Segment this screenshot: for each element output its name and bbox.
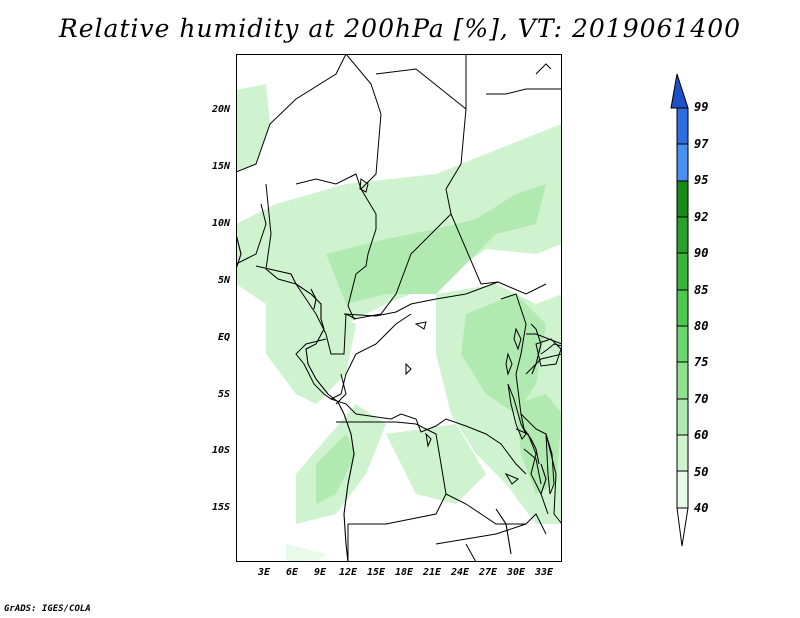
lon-label-12e: 12E [338,567,358,578]
colorbar-box-80-85 [676,289,689,327]
lat-label-5s: 5S [217,389,230,400]
inland-water-3 [425,432,432,448]
lon-label-21e: 21E [422,567,442,578]
colorbar-box-97-99 [676,107,689,145]
lon-label-15e: 15E [366,567,386,578]
colorbar-triangle-top [670,73,689,109]
coastline [236,233,547,562]
colorbar-label-95: 95 [694,173,709,187]
lon-label-30e: 30E [506,567,526,578]
lat-label-5n: 5N [217,275,230,286]
colorbar-box-95-97 [676,143,689,182]
colorbar-label-97: 97 [694,137,709,151]
colorbar-label-75: 75 [694,355,709,369]
colorbar-box-90-92 [676,216,689,254]
colorbar-box-40-50 [676,470,689,509]
colorbar-label-99: 99 [694,100,709,114]
humidity-region-gabon [266,304,356,404]
lon-label-24e: 24E [450,567,470,578]
inland-water-2 [405,362,412,376]
inland-water-4 [504,472,519,485]
lake-albert [513,327,522,351]
colorbar-box-85-90 [676,252,689,291]
colorbar-box-70-75 [676,361,689,400]
lon-label-6e: 6E [285,567,299,578]
humidity-patch-central [326,184,546,304]
humidity-region-zambia [386,424,486,504]
colorbar-label-50: 50 [694,465,709,479]
map-plot-area [236,54,562,562]
colorbar-box-92-95 [676,180,689,218]
humidity-shading [236,84,562,562]
map-frame [236,54,562,562]
lake-kivu [505,352,513,376]
humidity-region-west-africa [236,84,270,172]
colorbar-box-50-60 [676,434,689,472]
colorbar-label-92: 92 [694,210,709,224]
map-title: Relative humidity at 200hPa [%], VT: 201… [58,14,742,43]
lake-victoria [535,338,562,367]
humidity-patch-south [316,434,356,504]
humidity-patch-lakes [516,394,562,494]
colorbar [670,73,689,547]
colorbar-box-60-70 [676,398,689,436]
lon-label-3e: 3E [257,567,271,578]
colorbar-label-60: 60 [694,428,709,442]
lat-label-10s: 10S [211,445,230,456]
colorbar-label-80: 80 [694,319,709,333]
lon-label-18e: 18E [394,567,414,578]
lon-label-33e: 33E [534,567,554,578]
lakes [359,178,562,495]
colorbar-label-85: 85 [694,283,709,297]
colorbar-label-40: 40 [694,501,709,515]
lat-label-eq: EQ [217,332,230,343]
grads-credit: GrADS: IGES/COLA [4,604,91,614]
lat-label-15s: 15S [211,502,230,513]
lon-label-9e: 9E [313,567,327,578]
inland-water-1 [414,321,427,330]
lat-label-15n: 15N [211,161,230,172]
lake-malawi [545,433,555,495]
colorbar-label-90: 90 [694,246,709,260]
lake-chad [359,178,369,193]
colorbar-triangle-bottom [676,507,689,547]
lat-label-20n: 20N [211,104,230,115]
colorbar-label-70: 70 [694,392,709,406]
lat-label-10n: 10N [211,218,230,229]
lake-tanganyika [507,383,527,440]
lon-label-27e: 27E [478,567,498,578]
humidity-patch-east [461,294,546,414]
humidity-region-south [286,544,326,562]
colorbar-box-75-80 [676,325,689,363]
